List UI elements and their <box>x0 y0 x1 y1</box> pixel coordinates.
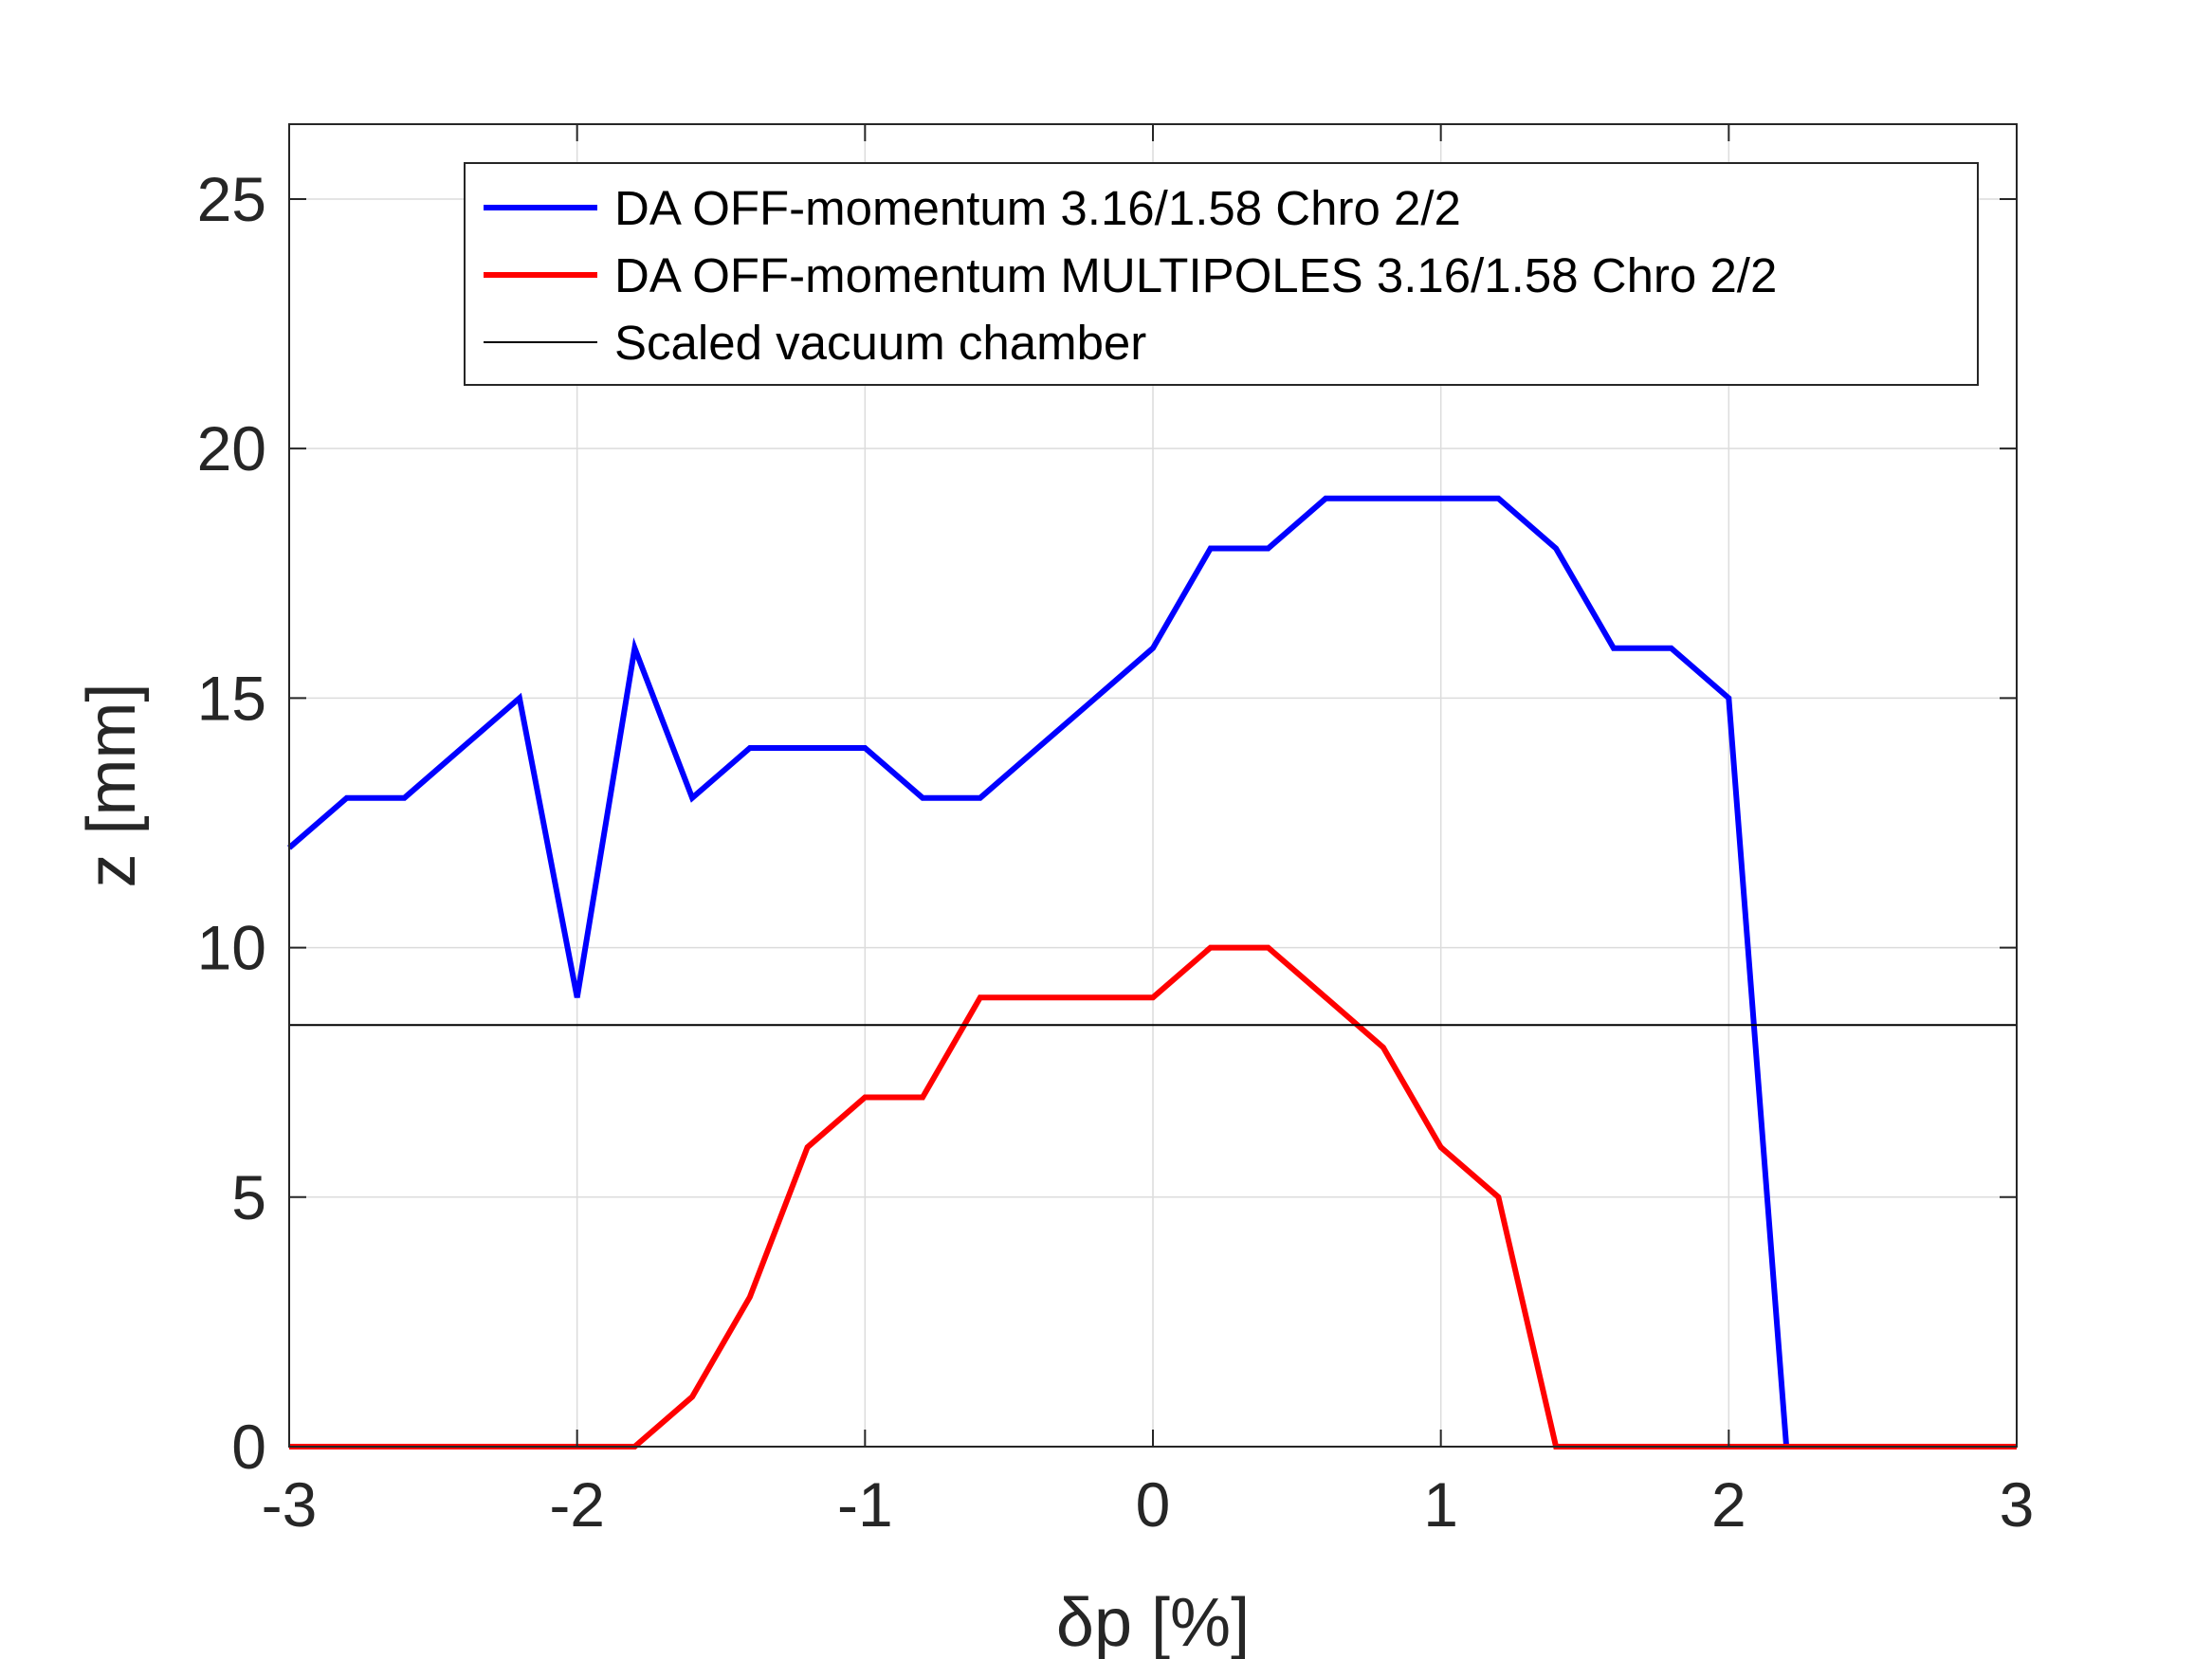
y-tick-label: 0 <box>231 1412 266 1482</box>
y-tick-label: 20 <box>197 413 266 483</box>
x-axis-label: δp [%] <box>1056 1585 1250 1659</box>
x-tick-label: -2 <box>549 1469 605 1540</box>
y-tick-label: 5 <box>231 1162 266 1232</box>
x-tick-label: 1 <box>1423 1469 1458 1540</box>
ticks <box>288 124 2018 1448</box>
legend-entry-label: DA OFF-momentum MULTIPOLES 3.16/1.58 Chr… <box>614 248 1777 302</box>
x-tick-label: 3 <box>2000 1469 2035 1540</box>
legend-entry-label: Scaled vacuum chamber <box>614 316 1146 370</box>
legend-entry-label: DA OFF-momentum 3.16/1.58 Chro 2/2 <box>614 181 1461 235</box>
x-tick-label: 2 <box>1711 1469 1746 1540</box>
legend-box <box>464 162 1979 386</box>
legend: DA OFF-momentum 3.16/1.58 Chro 2/2 DA OFF… <box>464 162 1979 386</box>
y-tick-label: 10 <box>197 913 266 983</box>
tick-labels: -3 -2 -1 0 1 2 3 0 5 10 15 20 25 <box>197 164 2035 1540</box>
x-tick-label: -1 <box>837 1469 893 1540</box>
y-tick-label: 15 <box>197 663 266 733</box>
y-tick-label: 25 <box>197 164 266 234</box>
x-tick-label: -3 <box>262 1469 318 1540</box>
series-line-da-off-momentum <box>287 495 2017 1449</box>
y-axis-label: z [mm] <box>74 684 150 888</box>
x-tick-label: 0 <box>1136 1469 1171 1540</box>
